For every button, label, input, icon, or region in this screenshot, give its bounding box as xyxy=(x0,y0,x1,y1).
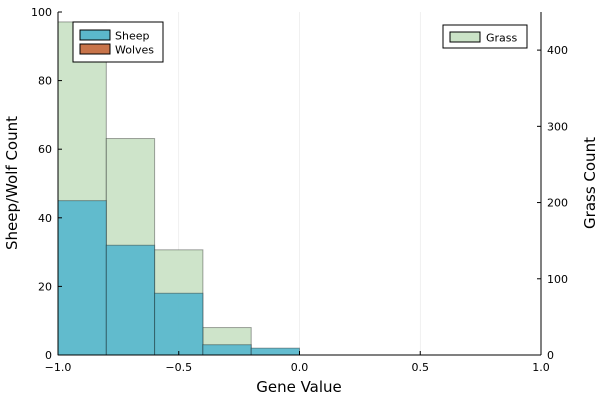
sheep-bar xyxy=(250,347,300,356)
sheep-bar xyxy=(105,244,156,356)
y-tick-label: 0 xyxy=(45,349,52,362)
legend-sheep-label: Sheep xyxy=(115,30,149,43)
y2-tick-label: 100 xyxy=(547,273,568,286)
sheep-bars xyxy=(57,200,300,356)
tick-labels: −1.0 −0.5 0.0 0.5 1.002040608010001002003004… xyxy=(31,6,568,374)
legend-wolves-swatch xyxy=(79,43,111,55)
sheep-bar xyxy=(154,292,204,356)
x-axis-title: Gene Value xyxy=(256,378,342,396)
legend-grass-swatch xyxy=(449,31,481,43)
x-tick-label: −0.5 xyxy=(165,361,192,374)
y-axis-title: Sheep/Wolf Count xyxy=(3,116,21,250)
x-tick-label: 0.5 xyxy=(412,361,430,374)
y-tick-label: 80 xyxy=(38,75,52,88)
y2-tick-label: 400 xyxy=(547,44,568,57)
y-tick-label: 60 xyxy=(38,143,52,156)
y2-axis-title: Grass Count xyxy=(581,137,599,229)
x-tick-label: 0.0 xyxy=(291,361,309,374)
x-tick-label: 1.0 xyxy=(532,361,550,374)
y-tick-label: 100 xyxy=(31,6,52,19)
axes-layer xyxy=(57,11,542,356)
y-tick-label: 20 xyxy=(38,280,52,293)
legend-right: Grass xyxy=(442,24,528,49)
y2-tick-label: 0 xyxy=(547,349,554,362)
legend-sheep-swatch xyxy=(79,29,111,41)
sheep-bar xyxy=(202,344,252,356)
y2-tick-label: 300 xyxy=(547,120,568,133)
sheep-bar xyxy=(57,200,107,356)
y2-tick-label: 200 xyxy=(547,197,568,210)
y-tick-label: 40 xyxy=(38,212,52,225)
legend-wolves-label: Wolves xyxy=(115,44,154,57)
legend-grass-label: Grass xyxy=(486,32,518,45)
x-tick-label: −1.0 xyxy=(45,361,72,374)
legend-left: Sheep Wolves xyxy=(72,21,164,63)
legend-left-box xyxy=(72,21,164,63)
